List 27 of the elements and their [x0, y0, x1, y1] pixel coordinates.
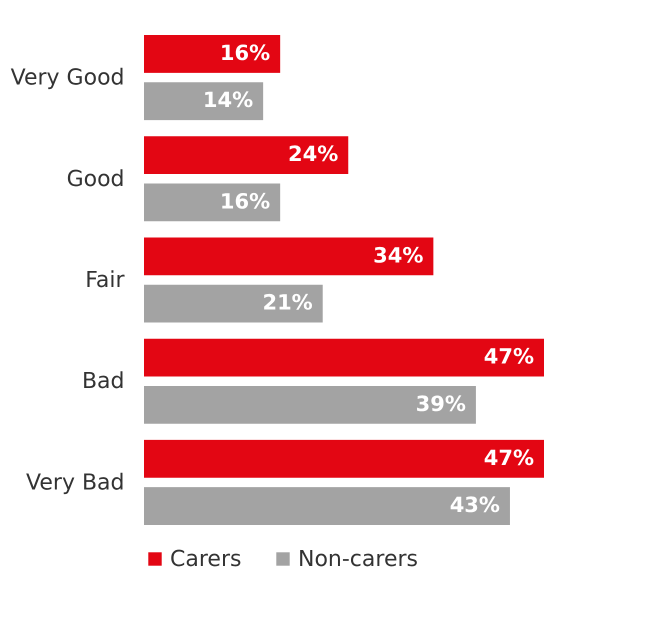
legend-label: Non-carers: [298, 547, 418, 572]
bar: [144, 440, 544, 478]
data-label: 14%: [202, 88, 254, 112]
data-label: 16%: [220, 189, 270, 214]
bar: [144, 82, 264, 120]
y-tick-label: Fair: [85, 268, 126, 293]
data-label: 39%: [416, 392, 466, 416]
legend-label: Carers: [170, 547, 242, 572]
bar: [144, 284, 323, 323]
bar: [144, 386, 476, 424]
y-tick-label: Bad: [82, 369, 124, 394]
data-label: 47%: [484, 446, 534, 470]
data-label: 47%: [484, 344, 534, 369]
data-label: 34%: [373, 243, 424, 268]
bar: [144, 136, 348, 174]
bar: [144, 487, 510, 525]
data-label: 43%: [450, 493, 500, 518]
y-tick-label: Very Good: [10, 66, 124, 91]
data-label: 16%: [220, 40, 270, 65]
bar: [144, 184, 280, 222]
data-label: 24%: [288, 142, 338, 166]
bar: [144, 338, 544, 376]
y-tick-label: Very Bad: [26, 470, 124, 496]
data-label: 21%: [262, 290, 313, 315]
bar: [144, 35, 280, 73]
y-tick-label: Good: [66, 166, 124, 192]
bar: [144, 237, 434, 276]
